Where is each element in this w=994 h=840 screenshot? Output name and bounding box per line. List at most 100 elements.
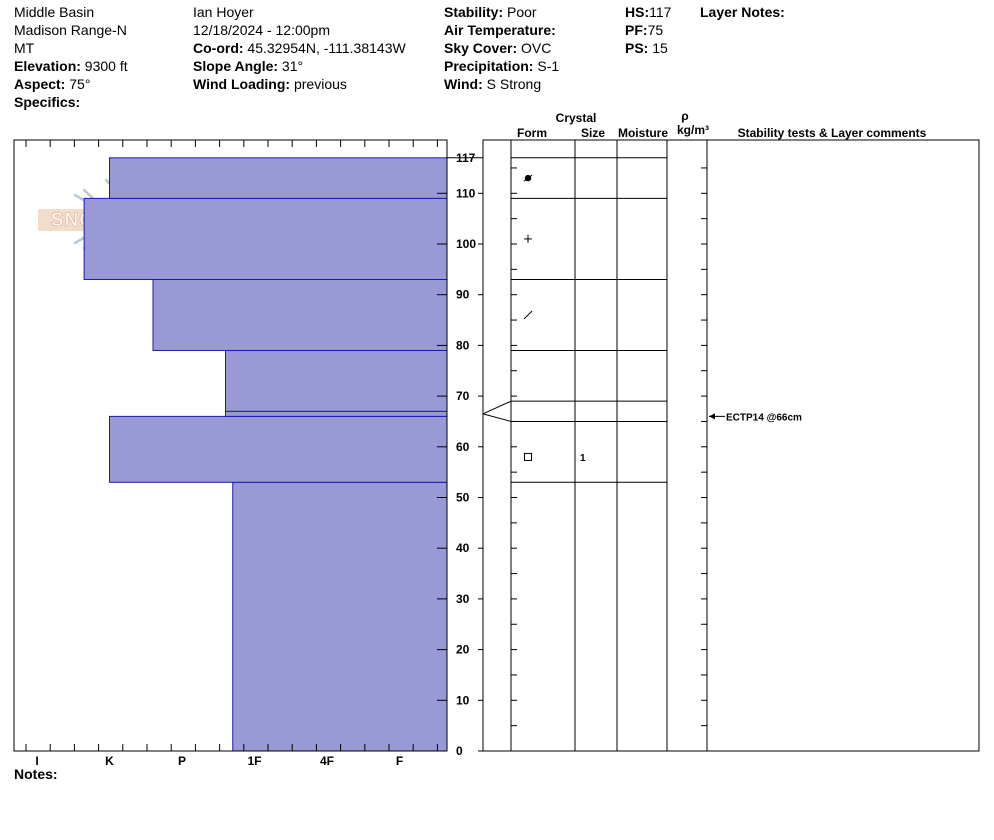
height-tick-label: 0 [456,744,463,758]
stability-row: Stability: Poor [444,3,559,21]
hardness-x-ticks: I K P 1F 4F F [25,140,438,768]
height-tick-label: 80 [456,338,470,352]
aspect-value: 75° [65,76,91,92]
header-col-snowpack: HS:117 PF:75 PS: 15 [625,3,671,57]
height-tick-label: 60 [456,440,470,454]
coord-label: Co-ord: [193,40,244,56]
height-tick-label: 10 [456,693,470,707]
slope-row: Slope Angle: 31° [193,57,406,75]
pf-value: 75 [647,22,664,38]
elevation-value: 9300 ft [80,58,128,74]
stability-test-label: ECTP14 @66cm [726,412,802,423]
hardness-layer-bar [109,415,448,483]
hs-label: HS: [625,4,650,20]
height-tick-label: 90 [456,288,470,302]
graupel-icon-stroke [523,174,533,182]
wind-label: Wind: [444,76,483,92]
connector-line-upper [482,400,512,415]
ps-label: PS: [625,40,649,56]
specifics-label: Specifics: [14,94,81,110]
state-name: MT [14,40,35,56]
height-tick-label: 50 [456,491,470,505]
location-name: Middle Basin [14,4,95,20]
elevation-label: Elevation: [14,58,81,74]
rho-header: ρ [681,109,688,123]
layer-notes-heading: Layer Notes: [700,3,785,21]
precip-value: S-1 [533,58,560,74]
notes-label: Notes: [14,766,58,782]
pf-row: PF:75 [625,21,671,39]
height-axis: 0 10 20 30 40 50 60 70 80 90 100 110 117 [437,151,483,758]
hardness-bars [83,157,448,752]
precip-row: Precipitation: S-1 [444,57,559,75]
crystal-symbols: 1 [523,174,586,464]
hardness-layer-bar [232,481,448,752]
height-tick-label: 110 [456,186,476,200]
precip-label: Precipitation: [444,58,534,74]
observation-datetime: 12/18/2024 - 12:00pm [193,22,330,38]
aspect-label: Aspect: [14,76,66,92]
hardness-layer-bar [225,349,448,412]
hardness-category-label: I [35,754,38,768]
hs-value: 117 [649,4,672,20]
height-tick-label: 20 [456,643,470,657]
height-tick-label: 100 [456,237,476,251]
wind-value: S Strong [482,76,542,92]
crystal-table-layer-lines [482,157,667,483]
slope-value: 31° [278,58,304,74]
hs-row: HS:117 [625,3,671,21]
comments-header: Stability tests & Layer comments [738,126,927,140]
hardness-category-label: K [105,754,114,768]
crystal-size-label: 1 [580,453,586,464]
wind-loading-label: Wind Loading: [193,76,291,92]
observer-name: Ian Hoyer [193,4,254,20]
notes-heading: Notes: [14,765,58,783]
hardness-category-label: P [178,754,186,768]
hardness-layer-bar [83,197,448,280]
wind-row: Wind: S Strong [444,75,559,93]
stability-label: Stability: [444,4,504,20]
elevation-row: Elevation: 9300 ft [14,57,128,75]
header-col-observer: Ian Hoyer 12/18/2024 - 12:00pm Co-ord: 4… [193,3,406,93]
coord-row: Co-ord: 45.32954N, -111.38143W [193,39,406,57]
hardness-layer-bar [109,157,448,199]
layer-notes-label: Layer Notes: [700,4,785,20]
ps-row: PS: 15 [625,39,671,57]
crystal-table-frame [482,139,980,752]
header-col-location: Middle Basin Madison Range-N MT Elevatio… [14,3,128,111]
crystal-table-headers: Crystal Form Size Moisture ρ kg/m³ Stabi… [517,109,927,140]
slope-label: Slope Angle: [193,58,279,74]
size-header: Size [581,126,605,140]
sky-value: OVC [517,40,552,56]
form-header: Form [517,126,547,140]
stability-value: Poor [503,4,537,20]
stability-test-arrow-head [709,413,715,420]
hardness-layer-bar [152,278,448,351]
crystal-table-ticks [511,167,707,752]
air-temp-row: Air Temperature: [444,21,559,39]
pf-label: PF: [625,22,648,38]
range-name: Madison Range-N [14,22,127,38]
height-tick-label: 40 [456,541,470,555]
top-height-label: 117 [456,151,476,165]
sky-row: Sky Cover: OVC [444,39,559,57]
hardness-category-label: 1F [247,754,261,768]
air-temp-label: Air Temperature: [444,22,556,38]
hardness-category-label: F [396,754,403,768]
faceted-icon [524,452,532,461]
aspect-row: Aspect: 75° [14,75,128,93]
moisture-header: Moisture [618,126,668,140]
density-unit-header: kg/m³ [677,123,709,137]
header-col-conditions: Stability: Poor Air Temperature: Sky Cov… [444,3,559,93]
specifics-row: Specifics: [14,93,128,111]
height-tick-label: 30 [456,592,470,606]
wind-loading-value: previous [290,76,347,92]
decomposing-icon [523,310,533,320]
crystal-header: Crystal [556,111,597,125]
connector-line-lower [482,413,512,422]
hardness-plot-frame [13,139,448,752]
hardness-category-label: 4F [320,754,334,768]
ps-value: 15 [648,40,668,56]
stability-test-annotations: ECTP14 @66cm [709,412,802,423]
